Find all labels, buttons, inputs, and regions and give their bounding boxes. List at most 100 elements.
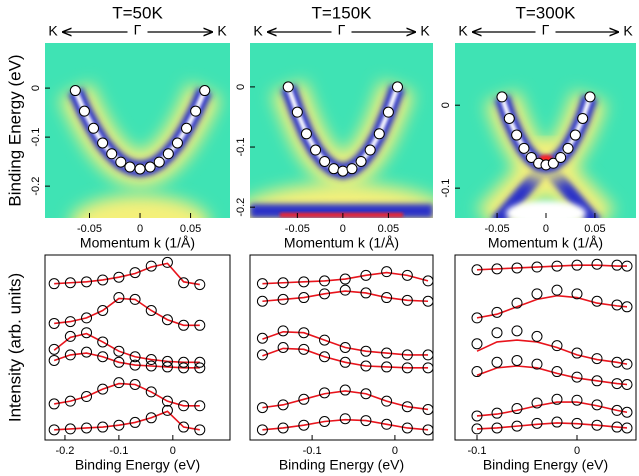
plot-frame <box>454 254 637 441</box>
dispersion-point <box>199 85 211 97</box>
data-point <box>571 347 583 359</box>
y-tick-label: -0.1 <box>30 128 42 147</box>
data-point <box>97 336 109 348</box>
data-point <box>511 297 523 309</box>
data-point <box>298 343 310 355</box>
data-point <box>422 275 434 287</box>
data-point <box>621 422 633 434</box>
k-label: K <box>623 23 633 39</box>
y-tick-label: -0.2 <box>235 198 247 217</box>
data-point <box>360 415 372 427</box>
data-point <box>339 384 351 396</box>
data-point <box>491 306 503 318</box>
data-point <box>129 359 141 371</box>
x-tick-label: 0 <box>543 223 549 235</box>
x-tick-label: 0 <box>137 223 143 235</box>
data-point <box>471 366 483 378</box>
data-point <box>339 284 351 296</box>
data-point <box>256 424 268 436</box>
data-point <box>471 423 483 435</box>
dispersion-point <box>171 137 183 149</box>
dispersion-point <box>310 144 322 156</box>
data-point <box>298 292 310 304</box>
data-point <box>129 293 141 305</box>
data-point <box>178 356 190 368</box>
data-point <box>81 312 93 324</box>
data-point <box>319 416 331 427</box>
data-point <box>64 349 76 361</box>
y-tick-label: 0 <box>235 84 247 90</box>
data-point <box>194 279 206 291</box>
fit-line <box>53 352 200 369</box>
data-point <box>145 412 157 424</box>
data-point <box>194 362 206 374</box>
data-point <box>113 345 125 357</box>
x-axis-label: Binding Energy (eV) <box>483 457 608 473</box>
data-point <box>401 422 413 434</box>
x-tick-label: 0 <box>574 445 580 457</box>
data-point <box>381 266 393 278</box>
data-point <box>621 260 633 272</box>
data-point <box>113 271 125 283</box>
fit-line <box>262 271 429 285</box>
data-point <box>571 259 583 271</box>
data-point <box>277 399 289 411</box>
data-point <box>298 419 310 431</box>
fit-line <box>476 422 628 430</box>
dispersion-point <box>584 91 596 103</box>
x-tick-label: -0.1 <box>303 445 322 457</box>
y-tick-label: -0.1 <box>440 179 452 198</box>
data-point <box>360 360 372 372</box>
y-tick-label: 0 <box>30 85 42 91</box>
fit-line <box>54 262 200 286</box>
map-glow <box>280 213 403 217</box>
data-point <box>113 377 125 389</box>
data-point <box>360 269 372 281</box>
fit-line <box>262 390 429 411</box>
data-point <box>591 399 603 411</box>
map-glow <box>71 195 209 218</box>
panel-title: T=150K <box>311 3 372 22</box>
data-point <box>97 351 109 363</box>
data-point <box>319 334 331 346</box>
fit-line <box>54 382 200 407</box>
y-axis-label: Binding Energy (eV) <box>5 54 24 206</box>
dispersion-point <box>106 148 118 160</box>
data-point <box>339 413 351 425</box>
x-tick-label: 0.05 <box>378 223 399 235</box>
data-point <box>129 379 141 390</box>
data-point <box>48 278 60 290</box>
x-tick-label: 0 <box>340 223 346 235</box>
fit-line <box>476 294 628 319</box>
dispersion-point <box>190 105 202 117</box>
data-point <box>161 361 173 373</box>
data-point <box>551 416 563 428</box>
dispersion-point <box>511 129 523 141</box>
dispersion-point <box>503 112 515 124</box>
data-point <box>491 422 503 434</box>
data-point <box>621 406 633 418</box>
data-point <box>145 260 157 272</box>
data-point <box>48 398 60 410</box>
dispersion-point <box>97 137 109 149</box>
data-point <box>161 404 173 416</box>
k-label: K <box>217 23 227 39</box>
dispersion-point <box>525 151 537 163</box>
fit-line <box>262 330 429 356</box>
k-label: K <box>458 23 468 39</box>
data-point <box>319 387 331 399</box>
data-point <box>129 267 141 279</box>
data-point <box>194 319 206 331</box>
data-point <box>277 325 289 337</box>
dispersion-point <box>144 161 156 173</box>
data-point <box>81 422 93 434</box>
data-point <box>81 327 93 339</box>
fit-line <box>54 297 200 327</box>
fit-line <box>476 401 628 417</box>
data-point <box>422 424 434 436</box>
data-point <box>145 360 157 372</box>
data-point <box>381 347 393 359</box>
data-point <box>161 314 173 326</box>
data-point <box>491 263 503 275</box>
